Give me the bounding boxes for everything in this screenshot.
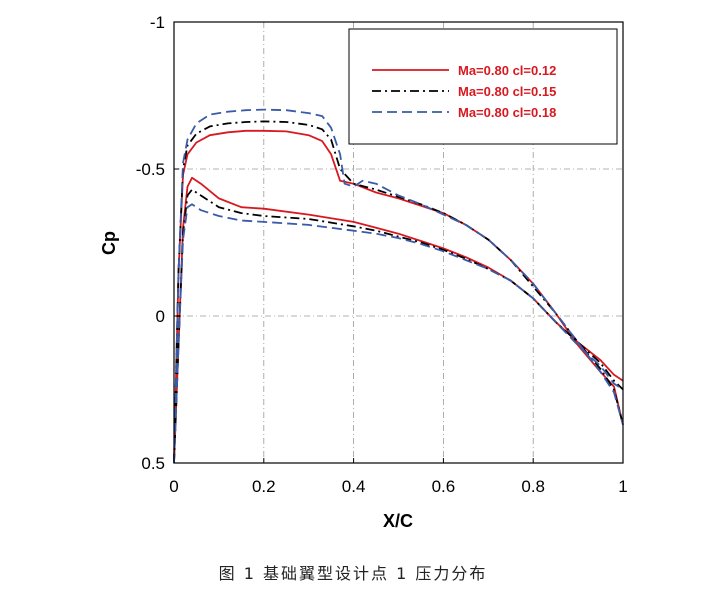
axis-ticks: 0 0.2 0.4 0.6 0.8 1-1-0.500.5 [136, 13, 628, 496]
x-tick-label-3: 0.6 [432, 477, 456, 496]
y-axis-label: Cp [99, 231, 119, 255]
legend-box [348, 28, 618, 145]
x-tick-label-0: 0 [169, 477, 178, 496]
legend-label-0: Ma=0.80 cl=0.12 [458, 63, 556, 78]
x-tick-label-4: 0.8 [521, 477, 545, 496]
y-tick-label-3: 0.5 [141, 454, 165, 473]
series-0-upper-line [173, 129, 624, 464]
figure-caption: 图 1 基础翼型设计点 1 压力分布 [218, 564, 488, 583]
x-axis-label: X/C [383, 511, 413, 531]
series-1-upper-line [173, 120, 624, 464]
plot-area-frame [173, 21, 624, 464]
series-2-lower-line [173, 203, 624, 464]
series-0-lower-line [173, 176, 624, 464]
x-tick-label-1: 0.2 [252, 477, 276, 496]
legend-label-2: Ma=0.80 cl=0.18 [458, 105, 556, 120]
series-1-lower-line [173, 188, 624, 464]
legend-label-1: Ma=0.80 cl=0.15 [458, 84, 556, 99]
series-lines [173, 108, 624, 464]
x-tick-label-5: 1 [618, 477, 627, 496]
y-tick-label-2: 0 [156, 307, 165, 326]
y-tick-label-0: -1 [150, 13, 165, 32]
x-tick-label-2: 0.4 [342, 477, 366, 496]
legend: Ma=0.80 cl=0.12 Ma=0.80 cl=0.15 Ma=0.80 cl… [348, 28, 618, 145]
series-2-upper-line [173, 108, 624, 464]
grid [174, 22, 623, 463]
y-tick-label-1: -0.5 [136, 160, 165, 179]
